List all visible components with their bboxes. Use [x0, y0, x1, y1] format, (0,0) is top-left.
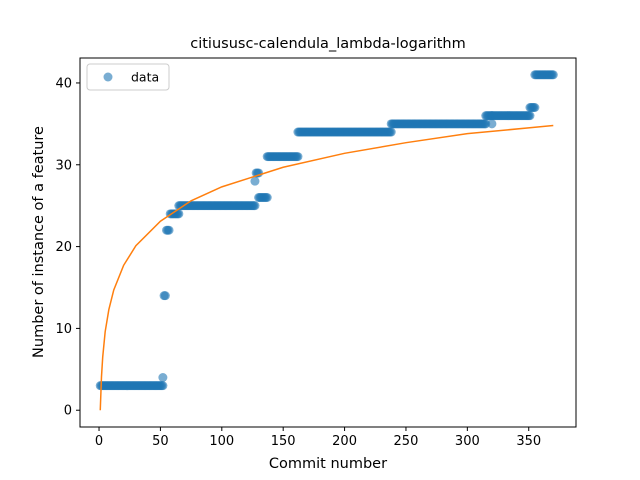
data-point	[386, 127, 396, 137]
y-axis: 0 10 20 30 40	[55, 76, 80, 419]
x-tick-label: 300	[455, 434, 480, 449]
data-point	[548, 70, 558, 80]
legend: data	[86, 63, 170, 91]
y-axis-label: Number of instance of a feature	[31, 126, 47, 358]
y-tick-label: 40	[55, 76, 72, 91]
chart-title: citiususc-calendula_lambda-logarithm	[190, 36, 466, 52]
legend-label-data: data	[131, 70, 159, 85]
x-tick-label: 250	[394, 434, 419, 449]
data-point	[530, 103, 540, 112]
x-tick-label: 200	[332, 434, 357, 449]
x-tick-label: 150	[271, 434, 296, 449]
x-tick-label: 0	[95, 434, 103, 449]
data-point	[160, 291, 170, 301]
x-tick-label: 100	[209, 434, 234, 449]
plot-area	[79, 57, 577, 428]
data-point	[293, 152, 303, 162]
x-axis-label: Commit number	[269, 456, 387, 472]
data-point	[158, 373, 168, 382]
data-point	[262, 193, 272, 202]
fit-curve	[99, 124, 554, 411]
y-tick-label: 30	[55, 158, 72, 173]
y-tick-label: 0	[64, 404, 72, 419]
data-point	[487, 119, 497, 129]
data-point	[250, 201, 260, 211]
x-tick-label: 50	[152, 434, 169, 449]
data-point	[164, 225, 174, 235]
data-point	[250, 176, 260, 186]
y-tick-label: 20	[55, 240, 72, 255]
data-points	[95, 70, 558, 391]
y-tick-label: 10	[55, 322, 72, 337]
x-axis: 0 50 100 150 200 250 300 350	[95, 427, 541, 449]
x-tick-label: 350	[516, 434, 541, 449]
data-point	[158, 381, 168, 391]
data-point	[174, 209, 184, 219]
data-point	[525, 111, 535, 121]
legend-marker-data	[103, 72, 113, 82]
legend-box	[86, 63, 170, 91]
plot-frame	[79, 57, 577, 428]
